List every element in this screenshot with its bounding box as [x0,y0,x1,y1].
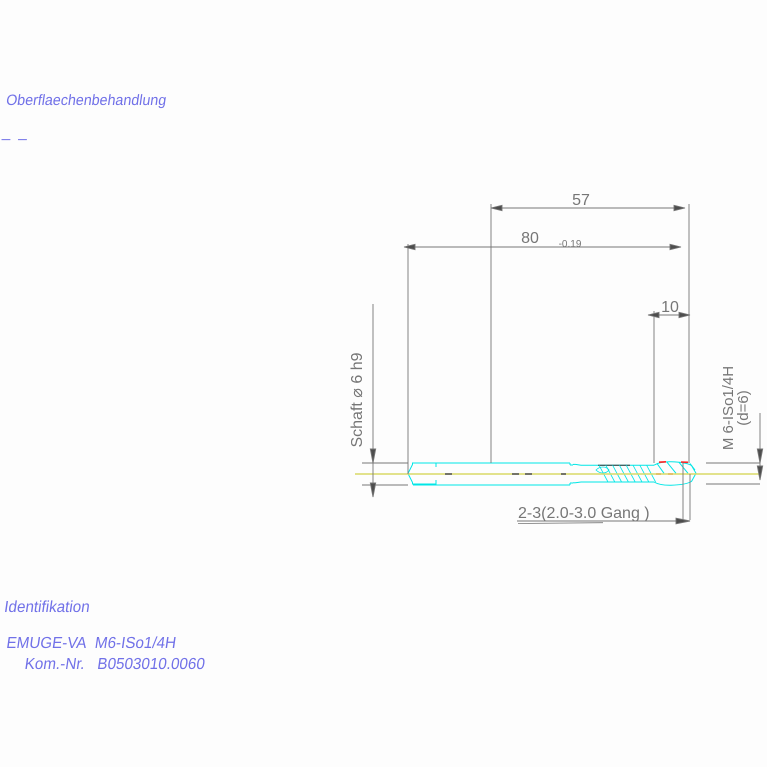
svg-text:57: 57 [572,192,590,209]
svg-text:-0.19: -0.19 [559,239,582,250]
svg-text:80: 80 [521,230,539,247]
svg-text:10: 10 [661,299,679,316]
svg-text:2-3(2.0-3.0 Gang ): 2-3(2.0-3.0 Gang ) [518,505,650,522]
svg-text:(d=6): (d=6) [735,390,752,425]
svg-text:Schaft ⌀ 6 h9: Schaft ⌀ 6 h9 [349,352,366,447]
